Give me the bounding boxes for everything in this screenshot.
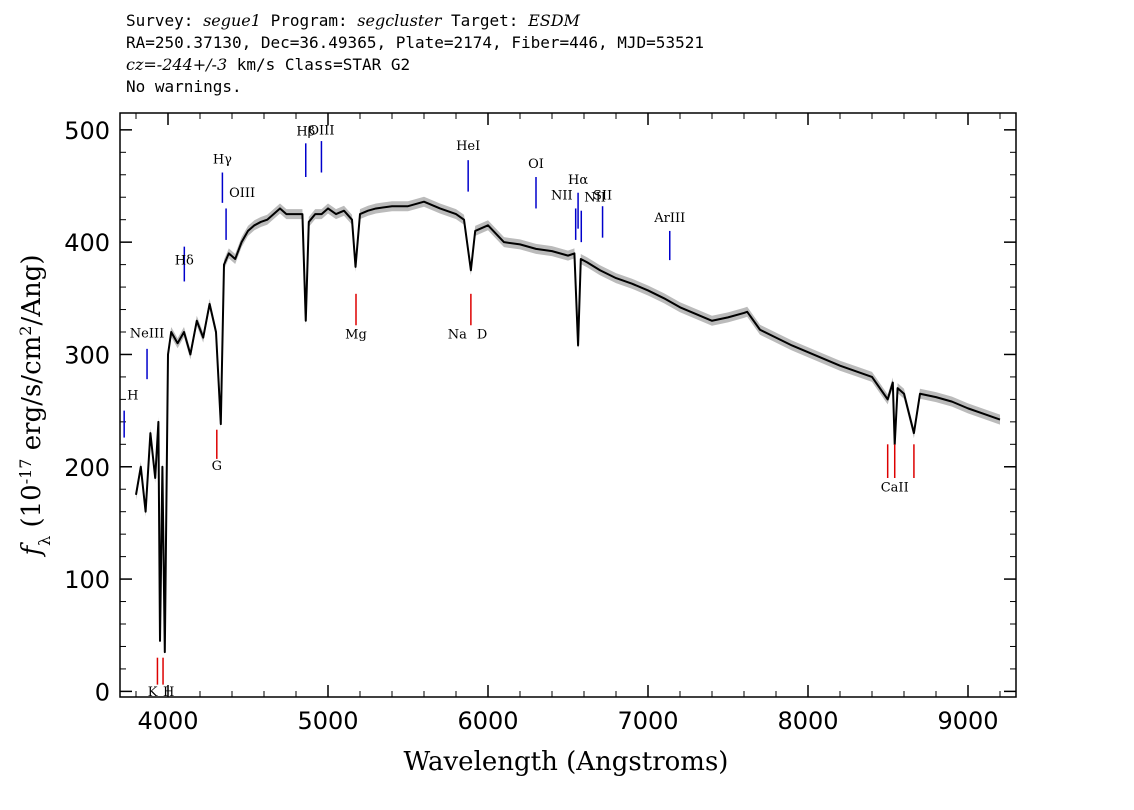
x-tick-label: 6000 (457, 707, 518, 735)
y-tick-label: 100 (64, 566, 110, 594)
x-tick-label: 7000 (617, 707, 678, 735)
absorption-line-label: CaII (881, 480, 909, 495)
y-tick-label: 500 (64, 117, 110, 145)
program-key: Program: (270, 11, 348, 30)
header-line-redshift: cz=-244+/-3 km/s Class=STAR G2 (126, 54, 704, 76)
emission-line-label: OIII (308, 123, 334, 138)
header-line-survey: Survey: segue1 Program: segcluster Targe… (126, 10, 704, 32)
cz-rest: km/s Class=STAR G2 (227, 55, 411, 74)
emission-line-label: H (127, 388, 138, 403)
axis-ticks: 4000 5000 6000 7000 8000 9000 0 100 200 300 400 500 (64, 113, 1016, 735)
x-tick-label: 5000 (297, 707, 358, 735)
ylabel-exp: 2 (16, 326, 35, 336)
survey-value: segue1 (203, 11, 261, 30)
ylabel-lambda: λ (35, 536, 54, 546)
line-markers-group: HδHγOIIIHβOIIIHeIOINIIHαNIISIIArIIINeIII… (123, 123, 915, 700)
ylabel-text: (10 (17, 484, 47, 536)
x-tick-label: 4000 (137, 707, 198, 735)
y-tick-label: 0 (95, 678, 110, 706)
target-key: Target: (451, 11, 519, 30)
plot-frame (119, 112, 1017, 698)
absorption-line-label: Mg (345, 328, 367, 343)
ylabel-exp: -17 (16, 459, 35, 485)
x-tick-label: 8000 (777, 707, 838, 735)
emission-line-label: OI (528, 157, 544, 172)
absorption-line-label: H (163, 685, 174, 700)
emission-line-label: ArIII (653, 211, 685, 226)
absorption-line-label: Na (448, 328, 467, 343)
header-line-warnings: No warnings. (126, 77, 242, 96)
emission-line-label: Hδ (175, 254, 194, 269)
program-value: segcluster (357, 11, 442, 30)
spectrum-group (135, 200, 1001, 654)
emission-line-label: Hγ (213, 153, 232, 168)
target-value: ESDM (528, 11, 580, 30)
y-tick-label: 400 (64, 229, 110, 257)
header-line-coords: RA=250.37130, Dec=36.49365, Plate=2174, … (126, 33, 704, 52)
emission-line-label: NII (551, 188, 573, 203)
y-axis-label: fλ (10-17 erg/s/cm2/Ang) (16, 254, 54, 557)
error-band-group (136, 196, 1000, 658)
absorption-line-label: D (477, 328, 487, 343)
y-tick-label: 300 (64, 341, 110, 369)
emission-line-label: Hα (568, 173, 588, 188)
x-axis-label: Wavelength (Angstroms) (404, 747, 729, 777)
spectrum-header: Survey: segue1 Program: segcluster Targe… (126, 10, 704, 98)
ylabel-text: /Ang) (17, 254, 47, 325)
emission-line-label: OIII (229, 186, 255, 201)
emission-line-label: NII (584, 191, 606, 206)
survey-key: Survey: (126, 11, 194, 30)
absorption-line-label: K (148, 685, 158, 700)
emission-line-label: NeIII (130, 327, 164, 342)
absorption-line-label: G (212, 459, 222, 474)
y-tick-label: 200 (64, 454, 110, 482)
emission-line-label: Hβ (296, 124, 315, 139)
emission-line-label: HeI (456, 139, 480, 154)
error-band (136, 196, 1000, 658)
emission-line-label: SII (593, 188, 612, 203)
cz-value: cz=-244+/-3 (126, 55, 228, 74)
x-tick-label: 9000 (937, 707, 998, 735)
ylabel-text: erg/s/cm (17, 336, 47, 459)
spectrum-line (135, 200, 1001, 654)
